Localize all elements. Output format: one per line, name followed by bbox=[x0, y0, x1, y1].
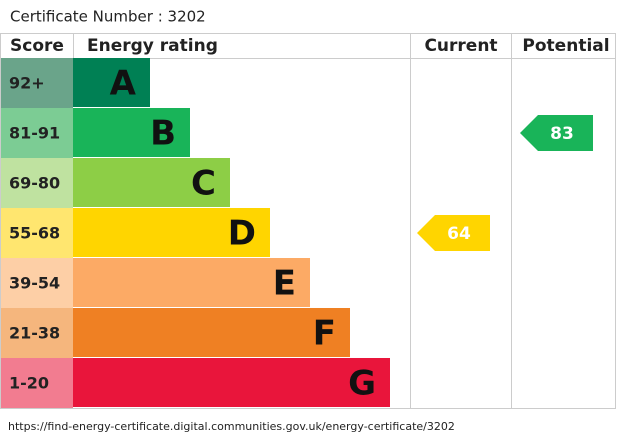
score: 69-80 bbox=[9, 174, 60, 193]
header: Energy rating bbox=[87, 36, 218, 56]
band-letter: D bbox=[228, 214, 256, 254]
header: Current bbox=[424, 36, 497, 56]
frame bbox=[0, 33, 616, 409]
band-bar bbox=[73, 58, 150, 107]
score-cell bbox=[1, 58, 73, 108]
band-bar bbox=[73, 258, 310, 307]
score-cell bbox=[1, 258, 73, 308]
score-cell bbox=[1, 158, 73, 208]
score-cell bbox=[1, 358, 73, 408]
score: 55-68 bbox=[9, 224, 60, 243]
rating-value: 64 bbox=[447, 224, 471, 244]
score: 21-38 bbox=[9, 324, 60, 343]
band-letter: B bbox=[150, 114, 176, 154]
footer-url: https://find-energy-certificate.digital.… bbox=[8, 420, 455, 433]
score: 92+ bbox=[9, 74, 45, 93]
band-bar bbox=[73, 158, 230, 207]
band-letter: C bbox=[191, 164, 216, 204]
band-bar bbox=[73, 308, 350, 357]
rating-arrow bbox=[520, 115, 593, 151]
band-letter: A bbox=[110, 64, 137, 104]
rating-arrow bbox=[417, 215, 490, 251]
band-letter: G bbox=[348, 364, 376, 404]
score: 39-54 bbox=[9, 274, 60, 293]
band-bar bbox=[73, 108, 190, 157]
band-bar bbox=[73, 208, 270, 257]
band-letter: E bbox=[273, 264, 296, 304]
score: 1-20 bbox=[9, 374, 49, 393]
header: Potential bbox=[522, 36, 609, 56]
score-cell bbox=[1, 208, 73, 258]
rating-value: 83 bbox=[550, 124, 574, 144]
score-cell bbox=[1, 308, 73, 358]
certificate-number: Certificate Number : 3202 bbox=[10, 8, 206, 26]
header: Score bbox=[10, 36, 64, 56]
score: 81-91 bbox=[9, 124, 60, 143]
band-letter: F bbox=[313, 314, 336, 354]
band-bar bbox=[73, 358, 390, 407]
score-cell bbox=[1, 108, 73, 158]
